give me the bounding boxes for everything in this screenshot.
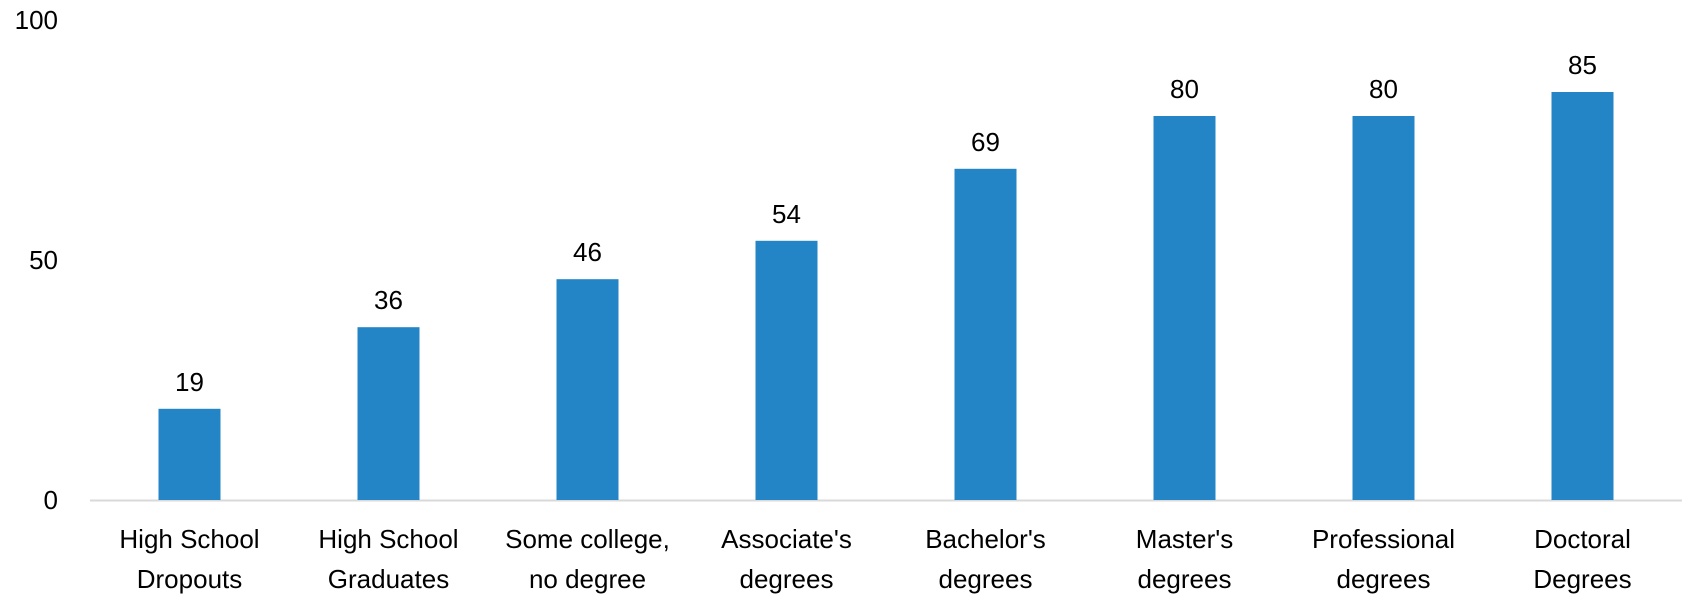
bar xyxy=(1153,116,1216,500)
data-label: 46 xyxy=(573,237,602,267)
data-label: 36 xyxy=(374,285,403,315)
data-label: 69 xyxy=(971,127,1000,157)
bar xyxy=(954,168,1017,501)
bar xyxy=(1352,116,1415,500)
x-tick-label: Bachelor's degrees xyxy=(925,524,1046,594)
data-label: 80 xyxy=(1369,74,1398,104)
bar xyxy=(755,240,818,501)
y-tick-label: 0 xyxy=(44,485,58,515)
y-tick-label: 50 xyxy=(29,245,58,275)
x-tick-label: Doctoral Degrees xyxy=(1533,524,1631,594)
bar xyxy=(158,408,221,500)
bar xyxy=(1551,92,1614,500)
data-label: 54 xyxy=(772,199,801,229)
data-labels: 19 36 46 54 69 80 80 85 xyxy=(175,50,1597,397)
y-axis: 0 50 100 xyxy=(15,5,58,515)
data-label: 19 xyxy=(175,367,204,397)
bars xyxy=(158,92,1614,501)
bar xyxy=(357,327,420,500)
x-axis: High School Dropouts High School Graduates S… xyxy=(119,524,1631,594)
x-tick-label: Master's degrees xyxy=(1136,524,1233,594)
y-tick-label: 100 xyxy=(15,5,58,35)
x-tick-label: High School Graduates xyxy=(318,524,458,594)
x-tick-label: Some college, no degree xyxy=(505,524,670,594)
data-label: 85 xyxy=(1568,50,1597,80)
x-tick-label: Associate's degrees xyxy=(721,524,852,594)
data-label: 80 xyxy=(1170,74,1199,104)
bar xyxy=(556,279,619,500)
x-tick-label: Professional degrees xyxy=(1312,524,1455,594)
x-tick-label: High School Dropouts xyxy=(119,524,259,594)
